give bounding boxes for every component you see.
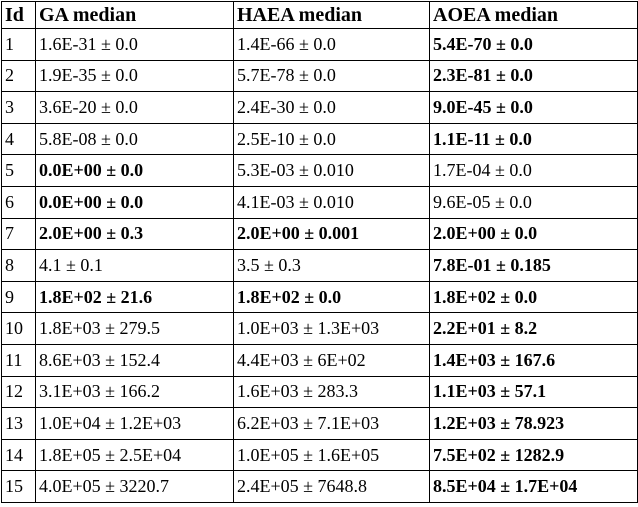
value-cell: 2.0E+00 ± 0.3 [35,217,234,251]
value-cell: 4.1 ± 0.1 [35,249,234,282]
value-cell: 2.5E-10 ± 0.0 [233,122,430,156]
value-cell: 1.6E+03 ± 283.3 [233,375,430,409]
value-cell: 1.0E+05 ± 1.6E+05 [233,438,430,472]
table-row: 15 4.0E+05 ± 3220.7 2.4E+05 ± 7648.8 8.5E+0… [1,470,638,503]
table-row: 8 4.1 ± 0.1 3.5 ± 0.3 7.8E-01 ± 0.185 [1,249,638,282]
value-cell: 2.4E-30 ± 0.0 [233,91,430,124]
value-cell: 1.1E-11 ± 0.0 [429,122,638,156]
id-cell: 9 [1,280,36,314]
value-cell: 0.0E+00 ± 0.0 [35,185,234,219]
header-row: Id GA median HAEA median AOEA median [1,1,638,29]
value-cell: 8.5E+04 ± 1.7E+04 [429,470,638,503]
value-cell: 2.0E+00 ± 0.001 [233,217,430,251]
value-cell: 4.4E+03 ± 6E+02 [233,343,430,377]
table-row: 5 0.0E+00 ± 0.0 5.3E-03 ± 0.010 1.7E-04 ± 0… [1,154,638,187]
value-cell: 1.6E-31 ± 0.0 [35,28,234,61]
value-cell: 8.6E+03 ± 152.4 [35,343,234,377]
value-cell: 5.3E-03 ± 0.010 [233,154,430,187]
header-cell: Id [1,1,36,29]
id-cell: 3 [1,91,36,124]
value-cell: 7.8E-01 ± 0.185 [429,249,638,282]
value-cell: 2.3E-81 ± 0.0 [429,59,638,93]
value-cell: 2.4E+05 ± 7648.8 [233,470,430,503]
value-cell: 3.5 ± 0.3 [233,249,430,282]
value-cell: 4.0E+05 ± 3220.7 [35,470,234,503]
value-cell: 5.8E-08 ± 0.0 [35,122,234,156]
value-cell: 2.0E+00 ± 0.0 [429,217,638,251]
value-cell: 2.2E+01 ± 8.2 [429,312,638,345]
table-row: 7 2.0E+00 ± 0.3 2.0E+00 ± 0.001 2.0E+00 ± 0… [1,217,638,251]
table-row: 4 5.8E-08 ± 0.0 2.5E-10 ± 0.0 1.1E-11 ± 0.0 [1,122,638,156]
value-cell: 1.9E-35 ± 0.0 [35,59,234,93]
value-cell: 1.8E+02 ± 0.0 [429,280,638,314]
table-row: 1 1.6E-31 ± 0.0 1.4E-66 ± 0.0 5.4E-70 ± 0.0 [1,28,638,61]
table-row: 11 8.6E+03 ± 152.4 4.4E+03 ± 6E+02 1.4E+03 … [1,343,638,377]
value-cell: 4.1E-03 ± 0.010 [233,185,430,219]
table-row: 6 0.0E+00 ± 0.0 4.1E-03 ± 0.010 9.6E-05 ± 0… [1,185,638,219]
value-cell: 1.8E+02 ± 0.0 [233,280,430,314]
table-row: 3 3.6E-20 ± 0.0 2.4E-30 ± 0.0 9.0E-45 ± 0.0 [1,91,638,124]
value-cell: 1.2E+03 ± 78.923 [429,407,638,440]
table-row: 2 1.9E-35 ± 0.0 5.7E-78 ± 0.0 2.3E-81 ± 0.0 [1,59,638,93]
id-cell: 13 [1,407,36,440]
value-cell: 3.1E+03 ± 166.2 [35,375,234,409]
table-row: 9 1.8E+02 ± 21.6 1.8E+02 ± 0.0 1.8E+02 ± 0.… [1,280,638,314]
value-cell: 0.0E+00 ± 0.0 [35,154,234,187]
table-row: 14 1.8E+05 ± 2.5E+04 1.0E+05 ± 1.6E+05 7.5E… [1,438,638,472]
value-cell: 7.5E+02 ± 1282.9 [429,438,638,472]
header-cell: AOEA median [429,1,638,29]
id-cell: 12 [1,375,36,409]
header-cell: GA median [35,1,234,29]
value-cell: 5.4E-70 ± 0.0 [429,28,638,61]
id-cell: 1 [1,28,36,61]
id-cell: 6 [1,185,36,219]
header-cell: HAEA median [233,1,430,29]
value-cell: 3.6E-20 ± 0.0 [35,91,234,124]
value-cell: 9.6E-05 ± 0.0 [429,185,638,219]
id-cell: 5 [1,154,36,187]
id-cell: 14 [1,438,36,472]
table-row: 12 3.1E+03 ± 166.2 1.6E+03 ± 283.3 1.1E+03 … [1,375,638,409]
table-row: 10 1.8E+03 ± 279.5 1.0E+03 ± 1.3E+03 2.2E+0… [1,312,638,345]
id-cell: 11 [1,343,36,377]
value-cell: 1.8E+05 ± 2.5E+04 [35,438,234,472]
id-cell: 2 [1,59,36,93]
value-cell: 1.8E+03 ± 279.5 [35,312,234,345]
value-cell: 1.4E-66 ± 0.0 [233,28,430,61]
value-cell: 1.8E+02 ± 21.6 [35,280,234,314]
id-cell: 8 [1,249,36,282]
value-cell: 1.1E+03 ± 57.1 [429,375,638,409]
table-row: 13 1.0E+04 ± 1.2E+03 6.2E+03 ± 7.1E+03 1.2E… [1,407,638,440]
id-cell: 4 [1,122,36,156]
value-cell: 6.2E+03 ± 7.1E+03 [233,407,430,440]
id-cell: 15 [1,470,36,503]
id-cell: 10 [1,312,36,345]
id-cell: 7 [1,217,36,251]
value-cell: 1.0E+03 ± 1.3E+03 [233,312,430,345]
value-cell: 5.7E-78 ± 0.0 [233,59,430,93]
value-cell: 1.7E-04 ± 0.0 [429,154,638,187]
value-cell: 1.4E+03 ± 167.6 [429,343,638,377]
value-cell: 9.0E-45 ± 0.0 [429,91,638,124]
value-cell: 1.0E+04 ± 1.2E+03 [35,407,234,440]
